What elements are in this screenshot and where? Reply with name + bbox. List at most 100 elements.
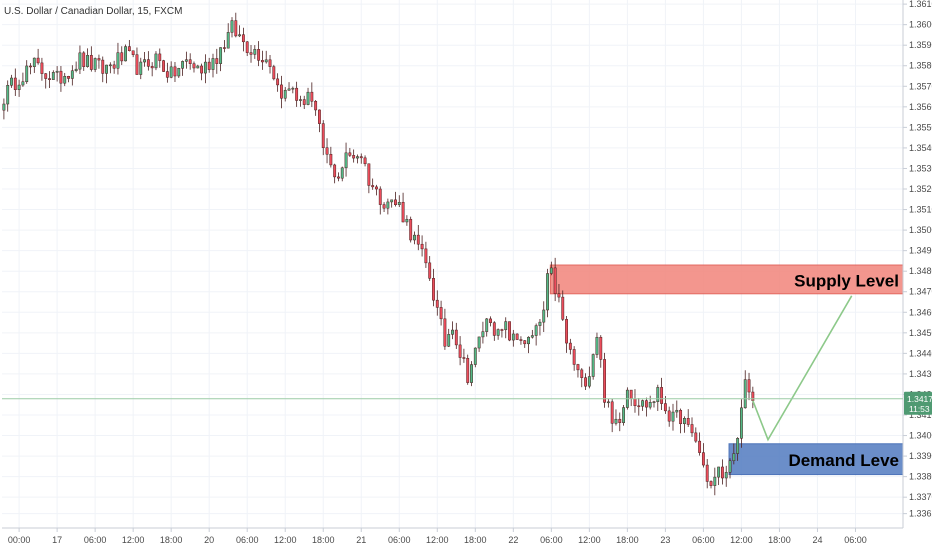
y-tick-label: 1.35600 xyxy=(909,102,932,112)
candle xyxy=(713,467,717,496)
x-tick-label: 12:00 xyxy=(578,535,601,545)
candle xyxy=(181,60,185,76)
candle xyxy=(603,352,606,408)
candle xyxy=(648,395,652,410)
candle xyxy=(470,361,473,387)
candle xyxy=(515,333,519,341)
x-tick-label: 06:00 xyxy=(236,535,259,545)
candle xyxy=(272,64,276,81)
candle xyxy=(572,346,576,371)
candle xyxy=(542,301,546,332)
candle xyxy=(116,42,120,75)
candle xyxy=(260,50,264,70)
candle xyxy=(253,45,257,59)
candle xyxy=(557,283,561,303)
candle xyxy=(207,57,211,73)
candle xyxy=(584,373,587,391)
y-tick-label: 1.36000 xyxy=(909,20,932,30)
candle xyxy=(671,403,675,431)
candle xyxy=(724,465,728,487)
y-tick-label: 1.33620 xyxy=(909,509,932,519)
candle xyxy=(226,23,230,49)
candle xyxy=(200,63,204,81)
candle xyxy=(530,329,534,339)
candle xyxy=(614,409,618,426)
candle xyxy=(591,353,595,380)
demand-zone[interactable] xyxy=(728,443,904,476)
y-tick-label: 1.35200 xyxy=(909,184,932,194)
candle xyxy=(241,27,245,52)
candle xyxy=(219,47,223,72)
candle xyxy=(21,72,25,87)
supply-zone[interactable] xyxy=(549,264,904,295)
candle xyxy=(97,54,101,69)
y-tick-label: 1.35900 xyxy=(909,40,932,50)
candle xyxy=(606,398,610,408)
candle xyxy=(127,39,131,52)
candle xyxy=(337,172,340,182)
y-tick-label: 1.35400 xyxy=(909,143,932,153)
candles xyxy=(2,12,755,496)
candle xyxy=(675,400,679,418)
candle xyxy=(318,109,321,133)
candle xyxy=(131,50,135,58)
candle xyxy=(454,322,458,349)
x-tick-label: 21 xyxy=(356,535,366,545)
candle xyxy=(439,300,443,326)
candle xyxy=(188,53,192,70)
projection-path[interactable] xyxy=(752,295,853,442)
candle xyxy=(150,62,154,77)
candle xyxy=(310,82,314,108)
candle xyxy=(656,384,660,411)
x-tick-label: 06:00 xyxy=(84,535,107,545)
x-tick-label: 17 xyxy=(52,535,62,545)
candle xyxy=(397,195,401,208)
candle xyxy=(2,98,6,120)
candle xyxy=(169,61,173,79)
supply-zone-label: Supply Level xyxy=(794,271,899,290)
candle xyxy=(196,64,200,69)
candle xyxy=(538,319,542,336)
candle xyxy=(492,321,496,341)
candle xyxy=(74,61,78,73)
x-tick-label: 23 xyxy=(660,535,670,545)
candle xyxy=(86,48,89,68)
candle xyxy=(112,60,116,74)
candle xyxy=(291,86,295,94)
candle xyxy=(211,53,215,78)
y-tick-label: 1.35300 xyxy=(909,163,932,173)
candle xyxy=(51,70,55,80)
candle xyxy=(295,81,299,107)
candle xyxy=(451,321,454,340)
candle xyxy=(222,40,226,53)
y-tick-label: 1.34500 xyxy=(909,328,932,338)
chart-title: U.S. Dollar / Canadian Dollar, 15, FXCM xyxy=(4,6,182,17)
current-price-label: 1.34179 xyxy=(907,394,932,404)
candle xyxy=(63,72,67,87)
candle xyxy=(473,347,477,368)
candle xyxy=(257,41,261,67)
candle xyxy=(13,68,17,96)
candle xyxy=(546,268,549,318)
candle xyxy=(306,87,310,106)
candle xyxy=(135,47,139,75)
candle xyxy=(743,370,747,409)
candle xyxy=(489,316,492,327)
candle xyxy=(576,363,580,378)
candle xyxy=(158,48,162,68)
candle xyxy=(238,25,242,38)
candle xyxy=(732,443,736,465)
candle xyxy=(17,79,21,97)
candle xyxy=(477,336,481,352)
candle xyxy=(652,400,656,408)
candle xyxy=(679,408,683,434)
candle xyxy=(504,317,508,339)
candle xyxy=(720,459,724,485)
candle xyxy=(595,332,599,359)
projection xyxy=(752,295,853,442)
candle xyxy=(686,409,690,427)
candle xyxy=(511,329,515,347)
